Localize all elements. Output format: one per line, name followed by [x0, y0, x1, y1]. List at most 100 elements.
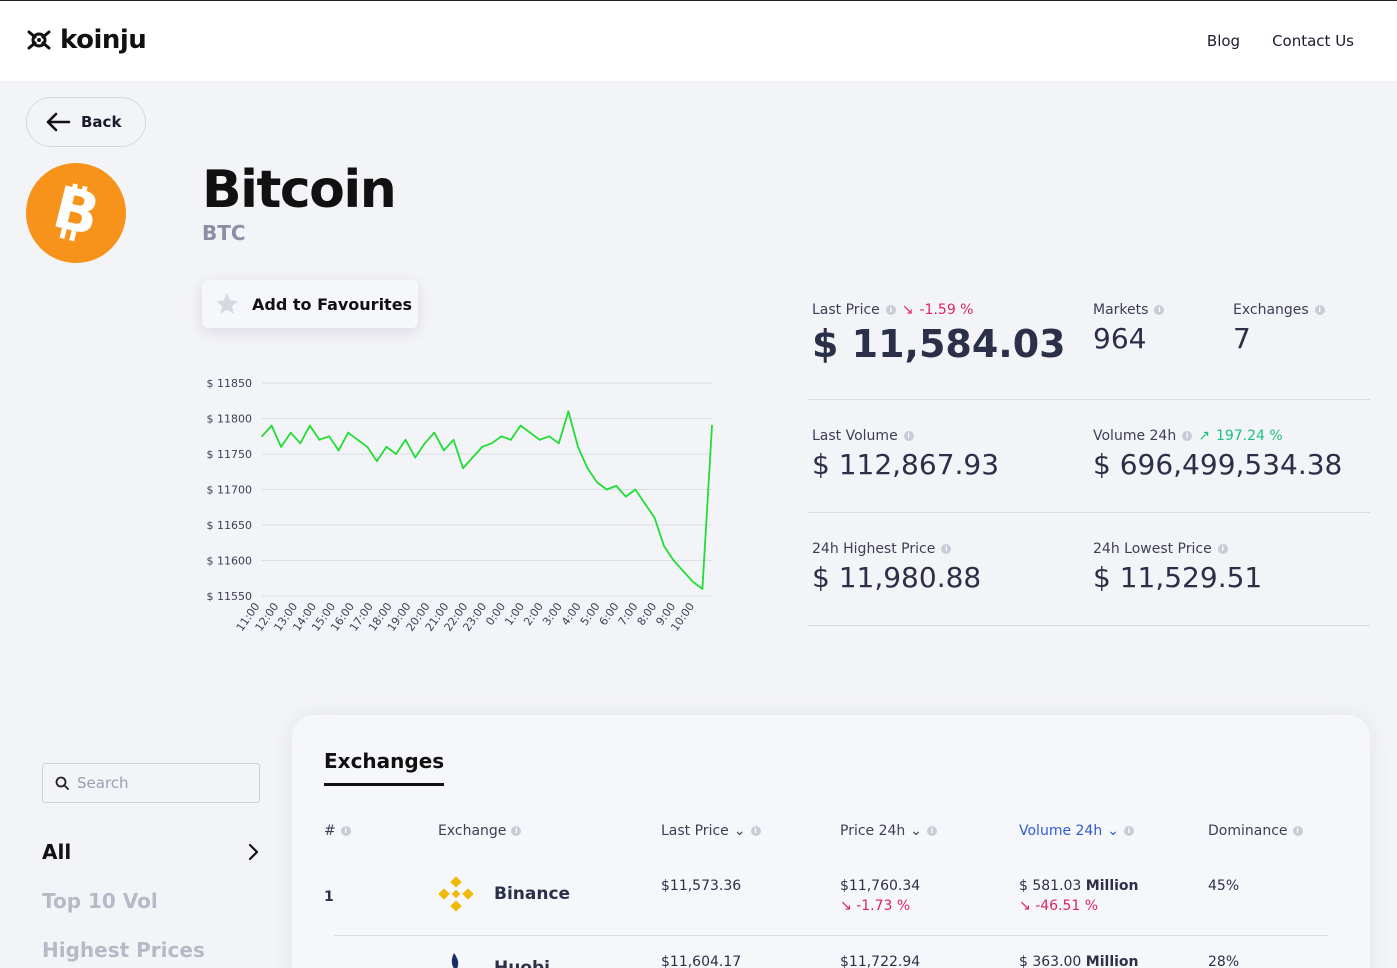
price-point	[701, 588, 704, 590]
info-icon[interactable]: i	[340, 826, 351, 836]
col-volume-24h-header[interactable]: Volume 24h ⌄ i	[1019, 823, 1134, 839]
info-icon[interactable]: i	[750, 826, 761, 836]
markets-value: 964	[1093, 322, 1147, 355]
price-point	[375, 460, 378, 462]
y-tick-label: $ 11700	[207, 484, 253, 497]
exchange-name[interactable]: Huobi	[494, 958, 551, 968]
koinju-logo[interactable]: koinju	[26, 25, 147, 55]
last-volume-label: Last Volume	[812, 428, 898, 444]
x-tick-label: 1:00	[502, 600, 527, 628]
nav-contact-link[interactable]: Contact Us	[1272, 32, 1354, 50]
last-price-stat: Last Price i ↘ -1.59 % $ 11,584.03	[812, 302, 1066, 366]
low-price-stat: 24h Lowest Price i $ 11,529.51	[1093, 541, 1262, 594]
price-point	[308, 424, 311, 427]
x-tick-label: 3:00	[540, 600, 565, 628]
coin-symbol: BTC	[202, 221, 246, 245]
info-icon[interactable]: i	[1182, 431, 1193, 441]
nav-blog-link[interactable]: Blog	[1206, 32, 1241, 50]
price-point	[577, 446, 579, 448]
col-volume-24h-label: Volume 24h	[1019, 823, 1103, 839]
star-icon	[216, 293, 238, 314]
markets-label: Markets	[1093, 302, 1149, 318]
x-tick-label: 4:00	[559, 600, 584, 628]
info-icon[interactable]: i	[1314, 305, 1325, 315]
info-icon[interactable]: i	[511, 826, 522, 836]
search-input[interactable]	[77, 774, 237, 792]
price-point	[443, 449, 445, 452]
col-dominance-header[interactable]: Dominance i	[1208, 823, 1303, 839]
add-to-favourites-button[interactable]: Add to Favourites	[202, 280, 418, 328]
price-chart: $ 11850 $ 11800 $ 11750 $ 11700 $ 11650 $ 116…	[207, 377, 713, 634]
category-all[interactable]: All	[42, 840, 72, 864]
price-point	[691, 580, 694, 583]
exchanges-tab[interactable]: Exchanges	[324, 749, 445, 786]
price-point	[624, 495, 627, 498]
price-point	[682, 570, 685, 573]
x-tick-label: 5:00	[578, 600, 603, 628]
price-point	[529, 431, 531, 434]
huobi-logo-icon	[451, 953, 459, 968]
price-point	[500, 435, 503, 438]
info-icon[interactable]: i	[1123, 826, 1134, 836]
x-tick-label: 8:00	[635, 600, 660, 628]
info-icon[interactable]: i	[1292, 826, 1303, 836]
info-icon[interactable]: i	[1217, 544, 1228, 554]
price-point	[337, 449, 340, 452]
category-highest-prices[interactable]: Highest Prices	[42, 938, 205, 962]
row-volume-24h-value: $ 581.03 Million	[1019, 878, 1139, 894]
volume-24h-label: Volume 24h	[1093, 428, 1177, 444]
back-button[interactable]: Back	[26, 97, 146, 147]
chevron-right-icon[interactable]	[246, 842, 260, 862]
price-point	[471, 456, 474, 459]
row-price-24h-value: $11,760.34	[840, 878, 921, 894]
price-point	[615, 485, 618, 487]
price-point	[605, 488, 608, 491]
price-point	[538, 438, 541, 441]
col-last-price-header[interactable]: Last Price ⌄ i	[661, 823, 761, 839]
y-tick-label: $ 11850	[207, 377, 253, 390]
chevron-down-icon: ⌄	[910, 823, 923, 839]
col-price-24h-label: Price 24h	[840, 823, 906, 839]
last-volume-value: $ 112,867.93	[812, 448, 1000, 481]
price-point	[634, 488, 637, 491]
bitcoin-symbol-icon: B	[48, 181, 104, 245]
row-rank: 1	[324, 889, 334, 905]
exchanges-stat: Exchanges i 7	[1233, 302, 1325, 355]
row-volume-24h: $ 581.03 Million ↘ -46.51 %	[1019, 878, 1139, 914]
koinju-logo-icon	[27, 30, 51, 50]
last-price-change: -1.59 %	[919, 302, 974, 318]
y-tick-label: $ 11650	[207, 519, 253, 532]
info-icon[interactable]: i	[941, 544, 952, 554]
search-box[interactable]	[42, 763, 260, 803]
trend-up-icon: ↗	[1198, 428, 1210, 444]
row-last-price: $11,573.36	[661, 878, 742, 894]
category-top-10-vol[interactable]: Top 10 Vol	[42, 889, 158, 913]
col-exchange-header[interactable]: Exchange i	[438, 823, 522, 839]
price-point	[261, 435, 263, 438]
y-tick-label: $ 11750	[207, 448, 253, 461]
logo-text: koinju	[60, 25, 147, 55]
price-point	[452, 438, 455, 441]
arrow-left-icon	[46, 112, 71, 132]
row-price-24h: $11,722.94	[840, 954, 921, 968]
info-icon[interactable]: i	[885, 305, 896, 315]
x-tick-label: 6:00	[597, 600, 622, 628]
price-point	[557, 442, 560, 445]
price-point	[433, 431, 436, 434]
col-rank-header[interactable]: # i	[324, 823, 351, 839]
price-point	[423, 442, 426, 445]
price-point	[299, 442, 302, 445]
info-icon[interactable]: i	[927, 826, 938, 836]
price-point	[414, 456, 417, 459]
price-point	[586, 467, 589, 470]
info-icon[interactable]: i	[1154, 305, 1165, 315]
last-price-value: $ 11,584.03	[812, 322, 1066, 366]
row-divider	[334, 935, 1328, 936]
price-point	[366, 446, 369, 448]
price-point	[644, 502, 646, 505]
coin-name: Bitcoin	[202, 160, 397, 220]
col-price-24h-header[interactable]: Price 24h ⌄ i	[840, 823, 938, 839]
col-last-price-label: Last Price	[661, 823, 729, 839]
exchange-name[interactable]: Binance	[494, 884, 571, 904]
info-icon[interactable]: i	[903, 431, 914, 441]
